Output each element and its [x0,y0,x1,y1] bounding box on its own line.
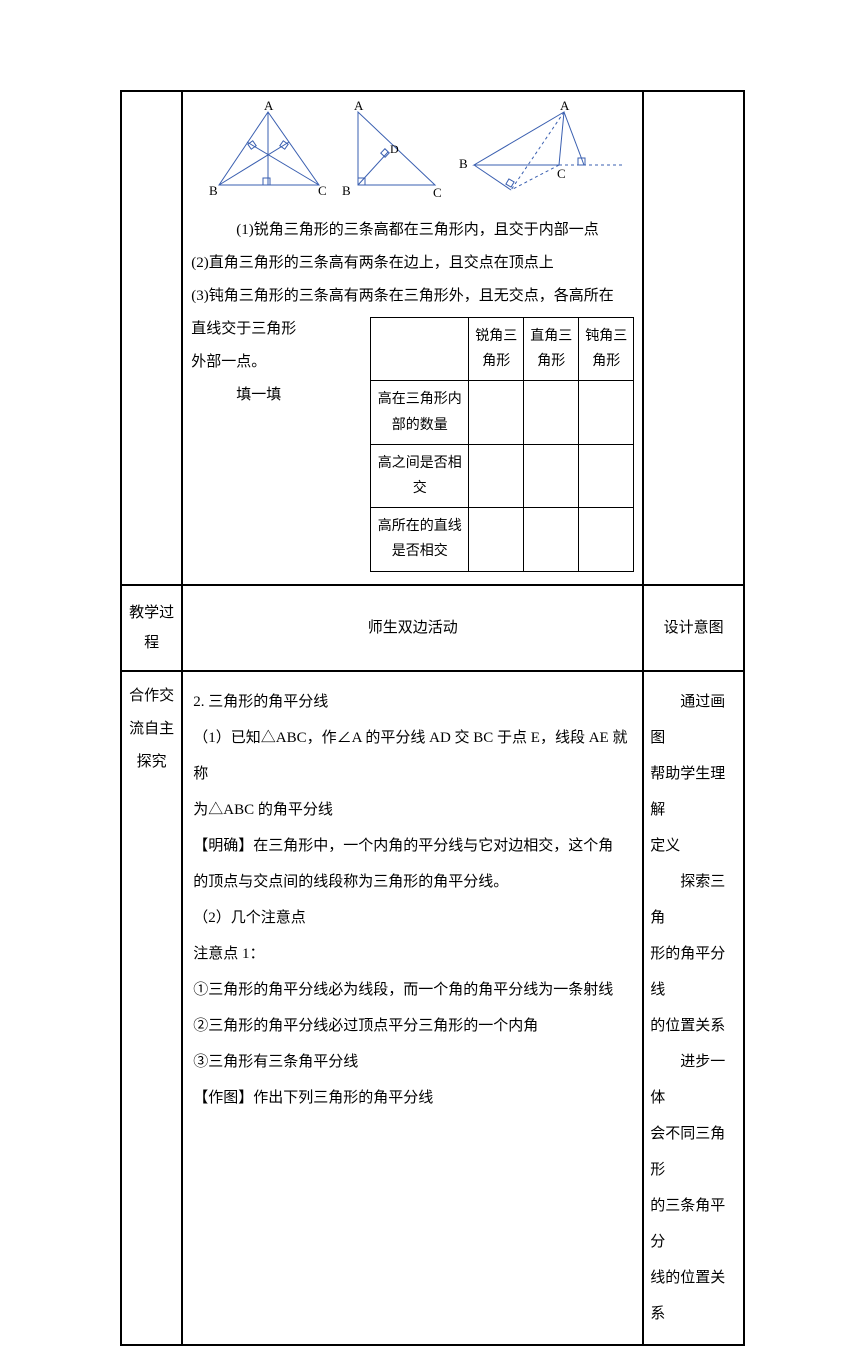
inner-col1: 锐角三角形 [469,318,524,381]
r3m-l9: ②三角形的角平分线必过顶点平分三角形的一个内角 [193,1008,632,1044]
r3m-l11: 【作图】作出下列三角形的角平分线 [193,1080,632,1116]
right-triangle-diagram: A B C D [340,100,445,200]
inner-r2c1 [469,444,524,507]
inner-r3c3 [579,508,634,571]
label-c: C [557,166,566,181]
label-a: A [354,100,364,113]
r3r-l10: 线的位置关系 [650,1260,737,1332]
row3-left: 合作交流自主探究 [121,671,182,1345]
row2-left: 教学过程 [121,585,182,671]
r3m-l3: 为△ABC 的角平分线 [193,792,632,828]
altitude-text: (1)锐角三角形的三条高都在三角形内，且交于内部一点 (2)直角三角形的三条高有… [191,214,634,572]
text-line-1: (1)锐角三角形的三条高都在三角形内，且交于内部一点 [191,214,634,247]
inner-r1c3 [579,381,634,444]
r3m-l10: ③三角形有三条角平分线 [193,1044,632,1080]
r3m-l4: 【明确】在三角形中，一个内角的平分线与它对边相交，这个角 [193,828,632,864]
inner-r2c2 [524,444,579,507]
inner-row3-label: 高所在的直线是否相交 [371,508,469,571]
label-a: A [560,100,570,113]
text-line-2: (2)直角三角形的三条高有两条在边上，且交点在顶点上 [191,247,634,280]
row2-right: 设计意图 [643,585,744,671]
inner-r3c1 [469,508,524,571]
r3r-l6: 的位置关系 [650,1008,737,1044]
inner-row1-label: 高在三角形内部的数量 [371,381,469,444]
inner-r1c1 [469,381,524,444]
r3r-l3: 定义 [650,828,737,864]
inner-row2-label: 高之间是否相交 [371,444,469,507]
label-b: B [342,183,351,198]
row3-mid: 2. 三角形的角平分线 （1）已知△ABC，作∠A 的平分线 AD 交 BC 于… [182,671,643,1345]
label-a: A [264,100,274,113]
r3r-l2: 帮助学生理解 [650,756,737,828]
acute-triangle-diagram: A B C [201,100,336,200]
lesson-plan-table: A B C A B C D [120,90,745,1346]
inner-r3c2 [524,508,579,571]
r3r-l9: 的三条角平分 [650,1188,737,1260]
label-b: B [459,156,468,171]
label-c: C [433,185,442,200]
r3m-l5: 的顶点与交点间的线段称为三角形的角平分线。 [193,864,632,900]
r3r-l5: 形的角平分线 [650,936,737,1008]
text-line-3: (3)钝角三角形的三条高有两条在三角形外，且无交点，各高所在 [191,280,634,313]
row1-left-cell [121,91,182,585]
r3r-l7: 进步一体 [650,1044,737,1116]
obtuse-triangle-diagram: A B C [449,100,634,200]
r3m-l6: （2）几个注意点 [193,900,632,936]
row1-content-cell: A B C A B C D [182,91,643,585]
inner-r1c2 [524,381,579,444]
inner-col3: 钝角三角形 [579,318,634,381]
fill-in-table: 锐角三角形 直角三角形 钝角三角形 高在三角形内部的数量 高之间是否相交 [370,317,634,572]
r3m-l2: （1）已知△ABC，作∠A 的平分线 AD 交 BC 于点 E，线段 AE 就称 [193,720,632,792]
row1-right-cell [643,91,744,585]
r3m-l7: 注意点 1： [193,936,632,972]
label-b: B [209,183,218,198]
r3r-l4: 探索三角 [650,864,737,936]
label-d: D [390,142,399,156]
label-c: C [318,183,327,198]
r3r-l1: 通过画图 [650,684,737,756]
inner-r2c3 [579,444,634,507]
r3r-l8: 会不同三角形 [650,1116,737,1188]
row3-right: 通过画图 帮助学生理解 定义 探索三角 形的角平分线 的位置关系 进步一体 会不… [643,671,744,1345]
r3m-l1: 2. 三角形的角平分线 [193,684,632,720]
r3m-l8: ①三角形的角平分线必为线段，而一个角的角平分线为一条射线 [193,972,632,1008]
inner-blank [371,318,469,381]
row2-mid: 师生双边活动 [182,585,643,671]
inner-col2: 直角三角形 [524,318,579,381]
triangle-diagrams: A B C A B C D [191,100,634,200]
